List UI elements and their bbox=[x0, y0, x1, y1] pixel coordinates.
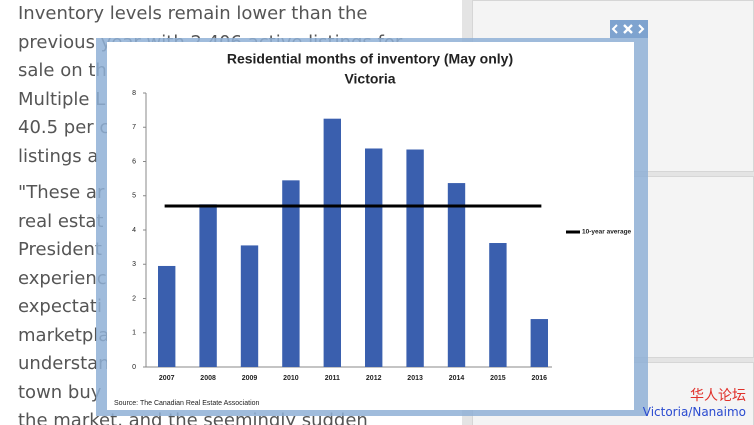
x-tick-label: 2013 bbox=[407, 375, 423, 382]
y-tick-label: 4 bbox=[132, 227, 136, 234]
article-line: sale on th bbox=[18, 60, 107, 81]
x-tick-label: 2011 bbox=[325, 375, 340, 382]
y-tick-label: 5 bbox=[132, 193, 136, 200]
lightbox-controls[interactable] bbox=[610, 20, 648, 38]
x-tick-label: 2014 bbox=[449, 375, 465, 382]
x-tick-label: 2012 bbox=[366, 375, 382, 382]
y-tick-label: 3 bbox=[132, 261, 136, 268]
article-line: town buy bbox=[18, 381, 102, 403]
article-line: President bbox=[18, 239, 102, 260]
article-line: "These ar bbox=[18, 182, 105, 203]
article-line: understan bbox=[18, 353, 110, 374]
watermark: 华人论坛 bbox=[690, 388, 746, 404]
article-line: experienc bbox=[18, 267, 107, 289]
watermark: Victoria/Nanaimo bbox=[642, 405, 746, 419]
article: Inventory levels remain lower than the p… bbox=[18, 0, 458, 425]
article-line: listings a bbox=[18, 145, 99, 167]
y-tick-label: 1 bbox=[132, 330, 136, 337]
article-line: Multiple L bbox=[18, 88, 106, 110]
bar bbox=[158, 265, 176, 367]
y-tick-label: 6 bbox=[132, 158, 136, 165]
bar bbox=[323, 118, 341, 367]
next-button[interactable] bbox=[638, 24, 645, 34]
close-button[interactable] bbox=[623, 24, 633, 34]
bar bbox=[489, 243, 507, 367]
bar bbox=[240, 245, 259, 367]
article-line: 40.5 per c bbox=[18, 117, 110, 138]
x-tick-label: 2007 bbox=[159, 375, 175, 382]
bar bbox=[447, 183, 466, 367]
source-note: Source: The Canadian Real Estate Associa… bbox=[114, 400, 260, 407]
bar bbox=[365, 148, 383, 367]
x-tick-label: 2010 bbox=[283, 375, 299, 382]
y-tick-label: 8 bbox=[132, 90, 136, 97]
bar bbox=[282, 180, 300, 367]
article-line: real estat bbox=[18, 210, 104, 232]
x-tick-label: 2016 bbox=[532, 375, 548, 382]
article-line: Inventory levels remain lower than the bbox=[18, 3, 368, 24]
x-tick-label: 2009 bbox=[242, 375, 258, 382]
x-tick-label: 2008 bbox=[200, 375, 216, 382]
y-tick-label: 7 bbox=[132, 124, 136, 131]
plot: 0 1 2 3 4 5 6 7 8 2007 2008 2009 2010 2011 2012 2013 201… bbox=[132, 90, 631, 382]
bar bbox=[199, 204, 217, 367]
y-tick-label: 2 bbox=[132, 295, 136, 302]
y-tick-label: 0 bbox=[132, 364, 136, 371]
article-line: expectati bbox=[18, 296, 102, 317]
bar bbox=[530, 319, 548, 367]
article-line: marketpla bbox=[18, 324, 110, 346]
chart-subtitle: Victoria bbox=[344, 71, 395, 87]
bar bbox=[406, 149, 424, 367]
prev-button[interactable] bbox=[611, 24, 618, 34]
legend-label: 10-year average bbox=[582, 229, 632, 236]
chart-title: Residential months of inventory (May onl… bbox=[227, 51, 513, 67]
x-tick-label: 2015 bbox=[490, 375, 506, 382]
